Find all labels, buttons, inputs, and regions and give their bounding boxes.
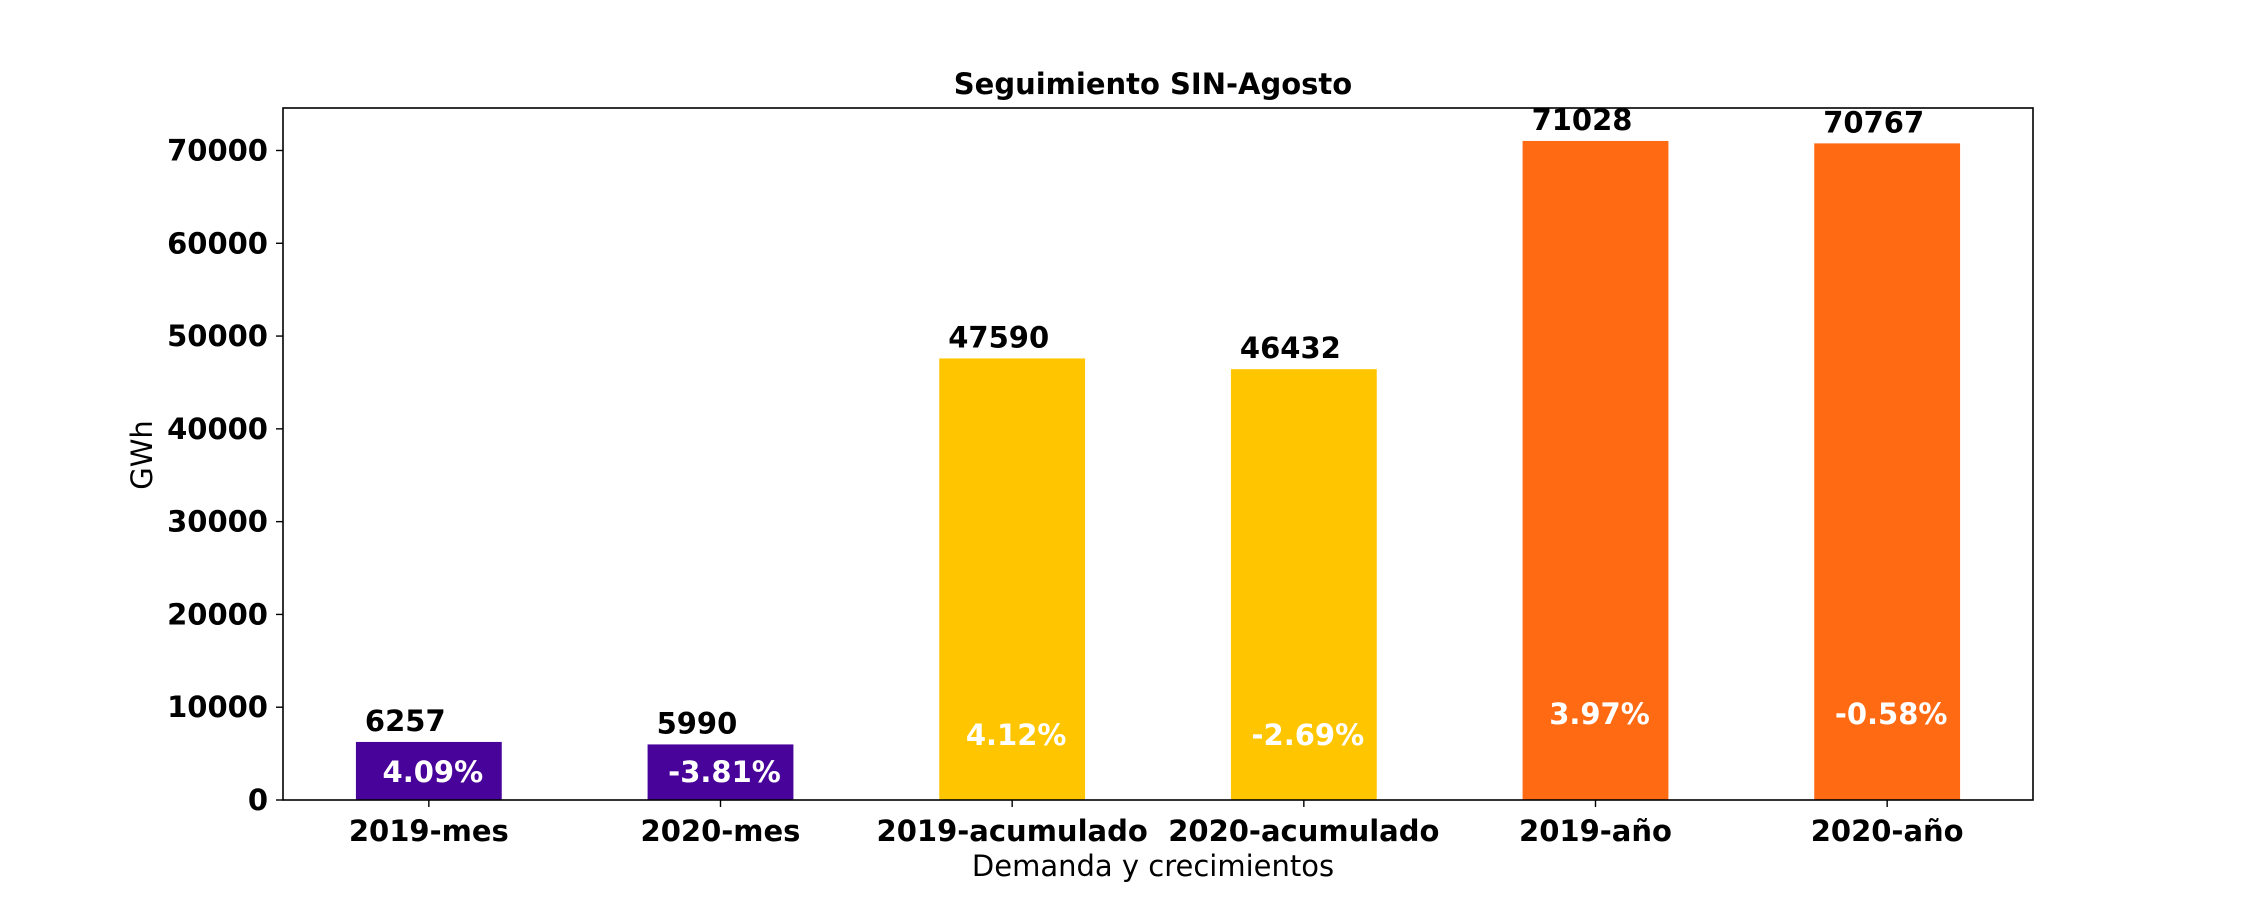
value-label: 5990: [657, 706, 738, 740]
y-tick-label: 60000: [167, 226, 268, 260]
value-label: 46432: [1240, 331, 1341, 365]
value-label: 6257: [365, 704, 446, 738]
growth-label: -2.69%: [1252, 718, 1365, 752]
growth-label: -0.58%: [1835, 697, 1948, 731]
bar-2019-mes: [355, 741, 502, 800]
y-tick-label: 20000: [167, 597, 268, 631]
x-axis-label: Demanda y crecimientos: [972, 849, 1334, 883]
growth-label: 3.97%: [1549, 697, 1650, 731]
bar-2020-año: [1814, 143, 1961, 800]
x-tick-label: 2020-mes: [641, 814, 801, 848]
y-tick-label: 30000: [167, 505, 268, 539]
bar-2019-año: [1522, 140, 1669, 800]
y-tick-label: 70000: [167, 133, 268, 167]
plot-frame: [282, 107, 2034, 801]
y-tick-label: 0: [248, 783, 268, 817]
y-tick-label: 40000: [167, 412, 268, 446]
x-tick-label: 2020-acumulado: [1168, 814, 1439, 848]
growth-label: 4.12%: [966, 718, 1067, 752]
x-tick-label: 2020-año: [1811, 814, 1964, 848]
bar-2020-mes: [647, 744, 794, 800]
x-tick-label: 2019-mes: [349, 814, 509, 848]
y-tick-label: 10000: [167, 690, 268, 724]
chart-title: Seguimiento SIN-Agosto: [954, 67, 1352, 101]
y-tick-label: 50000: [167, 319, 268, 353]
value-label: 47590: [948, 320, 1049, 354]
bar-2020-acumulado: [1230, 369, 1377, 800]
x-tick-label: 2019-año: [1519, 814, 1672, 848]
growth-label: -3.81%: [668, 755, 781, 789]
x-tick-label: 2019-acumulado: [877, 814, 1148, 848]
bar-2019-acumulado: [939, 358, 1086, 800]
growth-label: 4.09%: [383, 755, 484, 789]
y-axis-label: GWh: [125, 420, 159, 490]
value-label: 70767: [1823, 105, 1924, 139]
